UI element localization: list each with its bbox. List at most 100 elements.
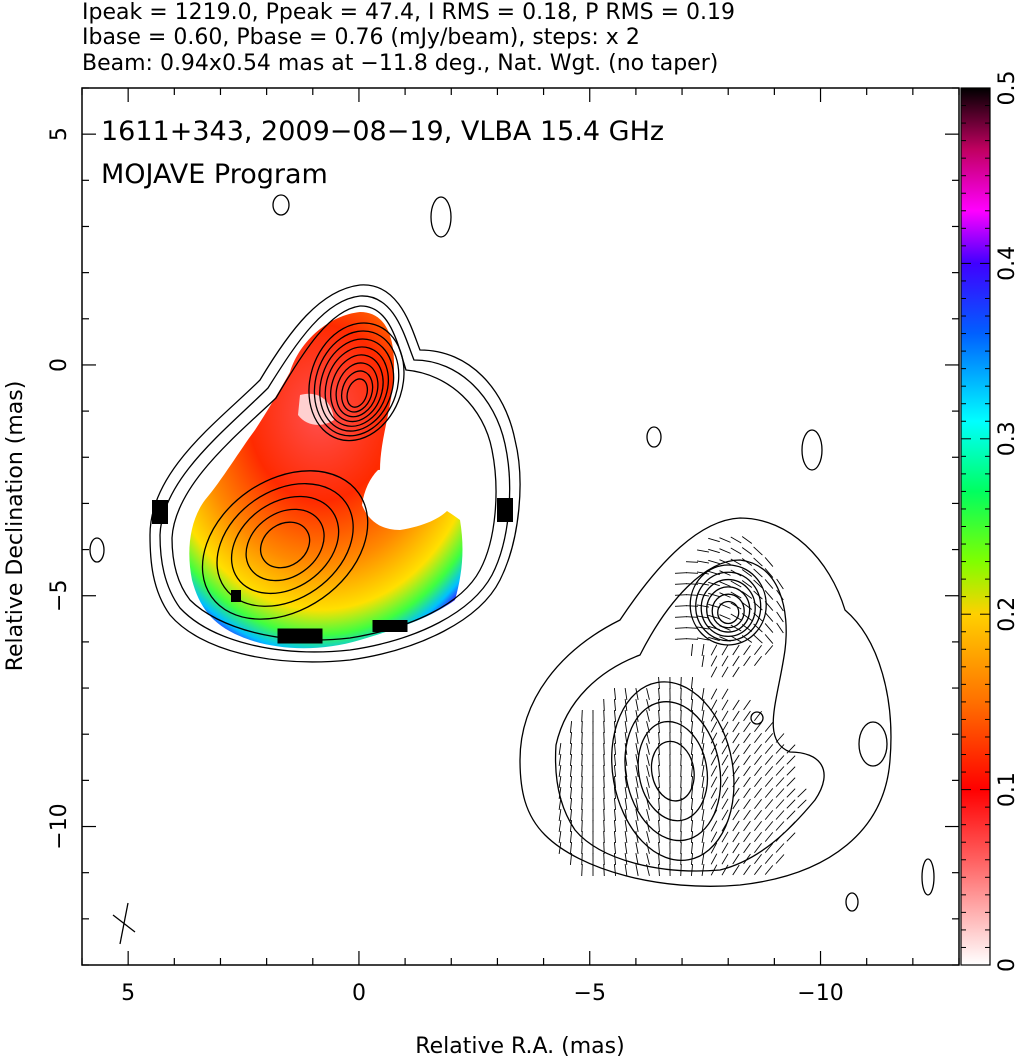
evpa-stick	[646, 765, 650, 777]
evpa-stick	[646, 732, 650, 744]
evpa-stick	[754, 644, 762, 656]
evpa-stick	[753, 623, 763, 633]
evpa-stick	[624, 863, 628, 877]
contour-blob	[216, 483, 354, 607]
evpa-stick	[776, 600, 784, 612]
evpa-stick	[775, 766, 785, 776]
evpa-stick	[741, 547, 753, 555]
contour-outer	[159, 295, 511, 653]
evpa-stick	[786, 766, 796, 776]
evpa-stick	[697, 615, 709, 619]
evpa-stick	[710, 853, 718, 865]
evpa-stick	[721, 710, 729, 722]
evpa-stick	[721, 666, 729, 678]
evpa-stick	[754, 776, 762, 788]
evpa-stick	[646, 743, 650, 755]
evpa-stick	[710, 864, 718, 876]
evpa-stick	[685, 638, 699, 640]
header-beam-line: Beam: 0.94x0.54 mas at −11.8 deg., Nat. …	[82, 51, 719, 76]
evpa-stick	[658, 830, 660, 844]
evpa-stick	[708, 614, 720, 620]
evpa-stick	[743, 798, 751, 810]
evpa-stick	[613, 731, 617, 745]
evpa-stick	[764, 568, 774, 578]
evpa-stick	[732, 787, 740, 799]
evpa-stick	[581, 797, 583, 811]
colorbar-tick-label: 0	[995, 958, 1020, 972]
evpa-stick	[646, 787, 650, 799]
evpa-stick	[680, 753, 682, 767]
x-tick-label: −5	[574, 981, 606, 1006]
header-stats-line-1: Ipeak = 1219.0, Ppeak = 47.4, I RMS = 0.…	[82, 0, 735, 25]
evpa-stick	[613, 797, 617, 811]
evpa-stick	[701, 776, 705, 788]
evpa-stick	[754, 820, 762, 832]
evpa-stick	[701, 864, 705, 876]
evpa-stick	[732, 754, 740, 766]
evpa-stick	[743, 831, 751, 843]
evpa-stick	[764, 810, 774, 820]
evpa-stick	[754, 864, 762, 876]
evpa-stick	[635, 776, 639, 788]
contour-core	[335, 362, 379, 418]
y-tick-label: −10	[47, 803, 72, 849]
evpa-stick	[701, 743, 705, 755]
beam-marker	[112, 902, 136, 945]
evpa-stick	[764, 590, 774, 600]
map-image	[89, 194, 935, 945]
header-stats-line-2: Ibase = 0.60, Pbase = 0.76 (mJy/beam), s…	[82, 25, 640, 50]
evpa-stick	[690, 830, 694, 844]
evpa-stick	[710, 809, 718, 821]
evpa-stick	[743, 710, 751, 722]
contour-core-right	[706, 586, 751, 633]
evpa-stick	[569, 775, 573, 789]
evpa-stick	[558, 753, 562, 767]
evpa-stick	[732, 655, 740, 667]
evpa-stick	[690, 863, 694, 877]
evpa-stick	[685, 561, 699, 563]
evpa-stick	[624, 742, 628, 756]
evpa-stick	[658, 753, 660, 767]
evpa-stick	[613, 852, 617, 866]
contour-core	[313, 330, 400, 437]
evpa-stick	[701, 853, 705, 865]
contour-outer-right	[554, 559, 825, 872]
evpa-stick	[732, 666, 740, 678]
evpa-stick	[730, 624, 742, 632]
evpa-stick	[732, 776, 740, 788]
evpa-stick	[658, 720, 660, 734]
evpa-stick	[732, 842, 740, 854]
evpa-stick	[701, 721, 705, 733]
evpa-stick	[701, 765, 705, 777]
evpa-stick	[732, 864, 740, 876]
evpa-stick	[674, 583, 688, 585]
evpa-stick	[721, 699, 729, 711]
evpa-stick	[581, 819, 583, 833]
evpa-stick	[658, 775, 660, 789]
evpa-stick	[775, 744, 785, 754]
evpa-stick	[701, 710, 705, 722]
evpa-stick	[635, 743, 639, 755]
evpa-stick	[710, 831, 718, 843]
evpa-stick	[786, 744, 796, 754]
evpa-stick	[558, 775, 562, 789]
evpa-stick	[764, 799, 774, 809]
evpa-stick	[674, 605, 688, 607]
evpa-stick	[732, 765, 740, 777]
evpa-stick	[741, 558, 753, 566]
evpa-stick	[635, 831, 639, 843]
plot-frame	[81, 87, 960, 966]
evpa-stick	[635, 864, 639, 876]
evpa-stick	[658, 797, 660, 811]
evpa-stick	[658, 698, 660, 712]
evpa-stick	[753, 546, 763, 556]
evpa-stick	[753, 601, 763, 611]
evpa-stick	[732, 743, 740, 755]
evpa-stick	[658, 742, 660, 756]
evpa-stick	[697, 604, 709, 608]
evpa-stick	[764, 832, 774, 842]
evpa-stick	[786, 788, 796, 798]
colorbar-tick-label: 0.3	[995, 421, 1020, 456]
evpa-stick	[710, 710, 718, 722]
colorbar-tick-label: 0.1	[995, 772, 1020, 807]
